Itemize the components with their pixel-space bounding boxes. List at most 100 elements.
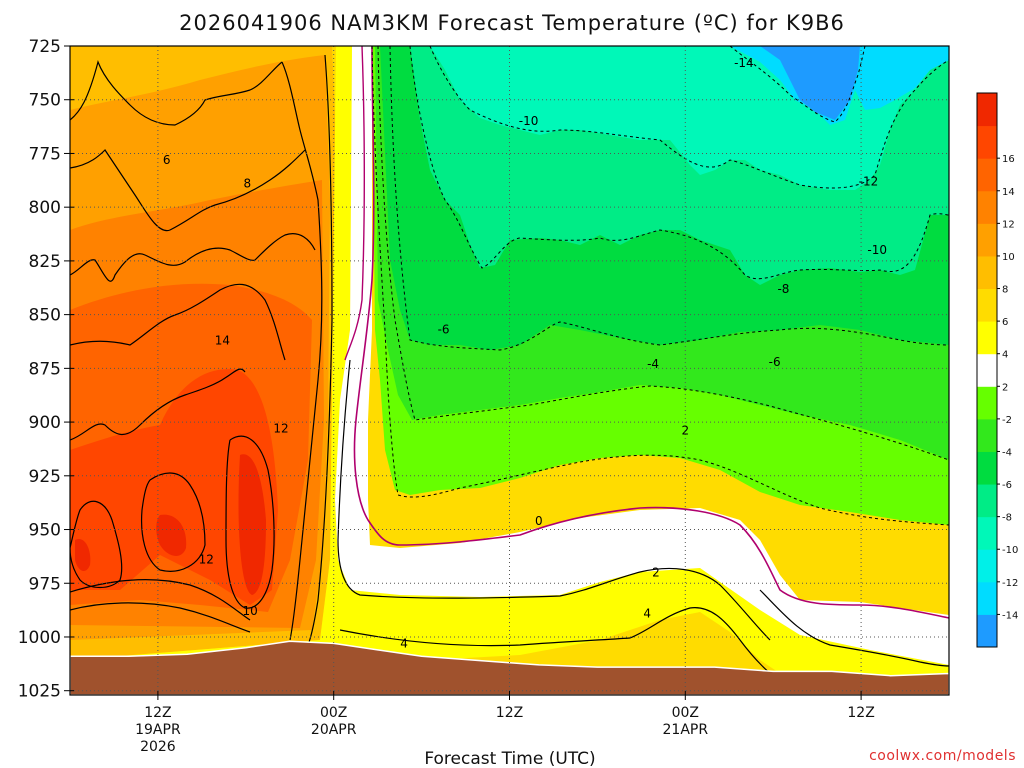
y-tick-label: 925 — [29, 467, 61, 487]
y-tick-label: 850 — [29, 306, 61, 326]
contour-line — [337, 359, 771, 641]
contour-line — [70, 579, 251, 621]
x-tick-label: 12Z — [847, 705, 874, 721]
x-tick-label: 00Z — [320, 705, 347, 721]
x-axis-label: Forecast Time (UTC) — [424, 749, 595, 768]
y-tick-label: 900 — [29, 413, 61, 433]
colorbar-tick-label: 12 — [1002, 219, 1015, 230]
colorbar-tick-label: 14 — [1002, 187, 1015, 198]
contour-line — [307, 54, 333, 646]
colorbar-segment — [977, 321, 997, 355]
plot-area: 6 8 14 12 12 10 4 0 2 2 4 -4 -6 -6 -8 -10 -10 -12 -14 — [70, 46, 949, 695]
contour-line — [70, 602, 251, 633]
colorbar: -14 -12 -10 -8 -6 -4 -2 2 4 6 8 10 12 14 16 — [976, 92, 1018, 648]
y-tick-label: 975 — [29, 574, 61, 594]
colorbar-segment — [977, 158, 997, 192]
colorbar-tick-label: -6 — [1002, 480, 1012, 491]
warm-contours — [70, 54, 949, 681]
contour-line — [409, 46, 949, 280]
colorbar-segment — [977, 451, 997, 485]
contour-label: -14 — [734, 56, 754, 70]
colorbar-segment — [977, 223, 997, 257]
contour-label: 10 — [243, 604, 258, 618]
colorbar-tick-label: 16 — [1002, 154, 1015, 165]
contour-label: 12 — [199, 553, 214, 567]
contour-line — [70, 149, 306, 232]
band-16-18-b — [156, 514, 187, 556]
x-tick-label: 21APR — [663, 722, 709, 738]
contour-line — [140, 472, 206, 572]
band-m2-2 — [335, 46, 949, 665]
credit-text: coolwx.com/models — [869, 748, 1016, 764]
colorbar-tick-label: 8 — [1002, 285, 1008, 296]
contour-label: 12 — [273, 422, 288, 436]
colorbar-segment — [977, 516, 997, 550]
contour-labels: 6 8 14 12 12 10 4 0 2 2 4 -4 -6 -6 -8 -10 -10 -12 -14 — [163, 56, 887, 650]
contour-line — [70, 500, 123, 589]
y-tick-label: 1000 — [18, 628, 61, 648]
x-tick-label: 2026 — [140, 739, 176, 755]
contour-line — [759, 589, 949, 667]
y-tick-label: 775 — [29, 144, 61, 164]
contour-line — [70, 368, 246, 441]
colorbar-segment — [977, 93, 997, 127]
band-16-18 — [238, 454, 266, 595]
contour-line — [70, 60, 283, 126]
x-tick-label: 12Z — [496, 705, 523, 721]
colorbar-segment — [977, 581, 997, 615]
contour-label: 2 — [652, 566, 660, 580]
colorbar-tick-label: -14 — [1002, 610, 1018, 621]
colorbar-tick-label: -12 — [1002, 578, 1018, 589]
colorbar-segment — [977, 288, 997, 322]
contour-line — [377, 46, 949, 461]
contour-label: 8 — [243, 177, 251, 191]
colorbar-segment — [977, 386, 997, 420]
x-tick-label: 00Z — [672, 705, 699, 721]
colorbar-tick-label: -10 — [1002, 545, 1018, 556]
contour-label: -6 — [769, 355, 781, 369]
vertical-grid — [157, 46, 862, 695]
cold-contours — [371, 46, 949, 526]
contour-line — [70, 233, 316, 282]
colorbar-segment — [977, 549, 997, 583]
contour-line — [70, 283, 286, 361]
contour-line — [225, 435, 275, 609]
y-tick-label: 875 — [29, 359, 61, 379]
contour-line — [729, 46, 866, 123]
zero-contour — [353, 46, 949, 619]
y-tick-label: 950 — [29, 521, 61, 541]
contour-label: 2 — [681, 424, 689, 438]
colorbar-segment — [977, 255, 997, 290]
contour-line — [429, 46, 949, 189]
colorbar-segment — [977, 353, 997, 387]
contour-label: -10 — [867, 243, 887, 257]
contour-label: -8 — [777, 282, 789, 296]
colorbar-tick-label: -2 — [1002, 415, 1012, 426]
colorbar-segment — [977, 418, 997, 452]
colorbar-frame — [976, 92, 998, 648]
colorbar-tick-label: 4 — [1002, 350, 1008, 361]
contour-label: -10 — [519, 114, 539, 128]
contour-label: -4 — [647, 357, 659, 371]
colorbar-segment — [977, 614, 997, 648]
zero-contour-b — [344, 46, 366, 361]
colorbar-segment — [977, 484, 997, 518]
colorbar-tick-label: 2 — [1002, 382, 1008, 393]
chart-title: 2026041906 NAM3KM Forecast Temperature (… — [179, 11, 845, 35]
y-axis: 725 750 775 800 825 850 875 900 925 950 975 1000 102… — [18, 37, 74, 702]
contour-label: 4 — [400, 636, 408, 650]
y-tick-label: 825 — [29, 252, 61, 272]
x-tick-label: 12Z — [144, 705, 171, 721]
contour-label: -6 — [438, 323, 450, 337]
contour-label: 14 — [215, 333, 230, 347]
contour-label: 6 — [163, 153, 171, 167]
colorbar-tick-label: -8 — [1002, 513, 1012, 524]
band-16-18-c — [75, 539, 91, 572]
colorbar-tick-label: -4 — [1002, 447, 1012, 458]
contour-line — [371, 46, 949, 526]
x-tick-label: 20APR — [311, 722, 357, 738]
y-tick-label: 800 — [29, 198, 61, 218]
contour-label: -12 — [859, 174, 879, 188]
contour-line — [339, 607, 781, 681]
contour-label: 4 — [643, 606, 651, 620]
